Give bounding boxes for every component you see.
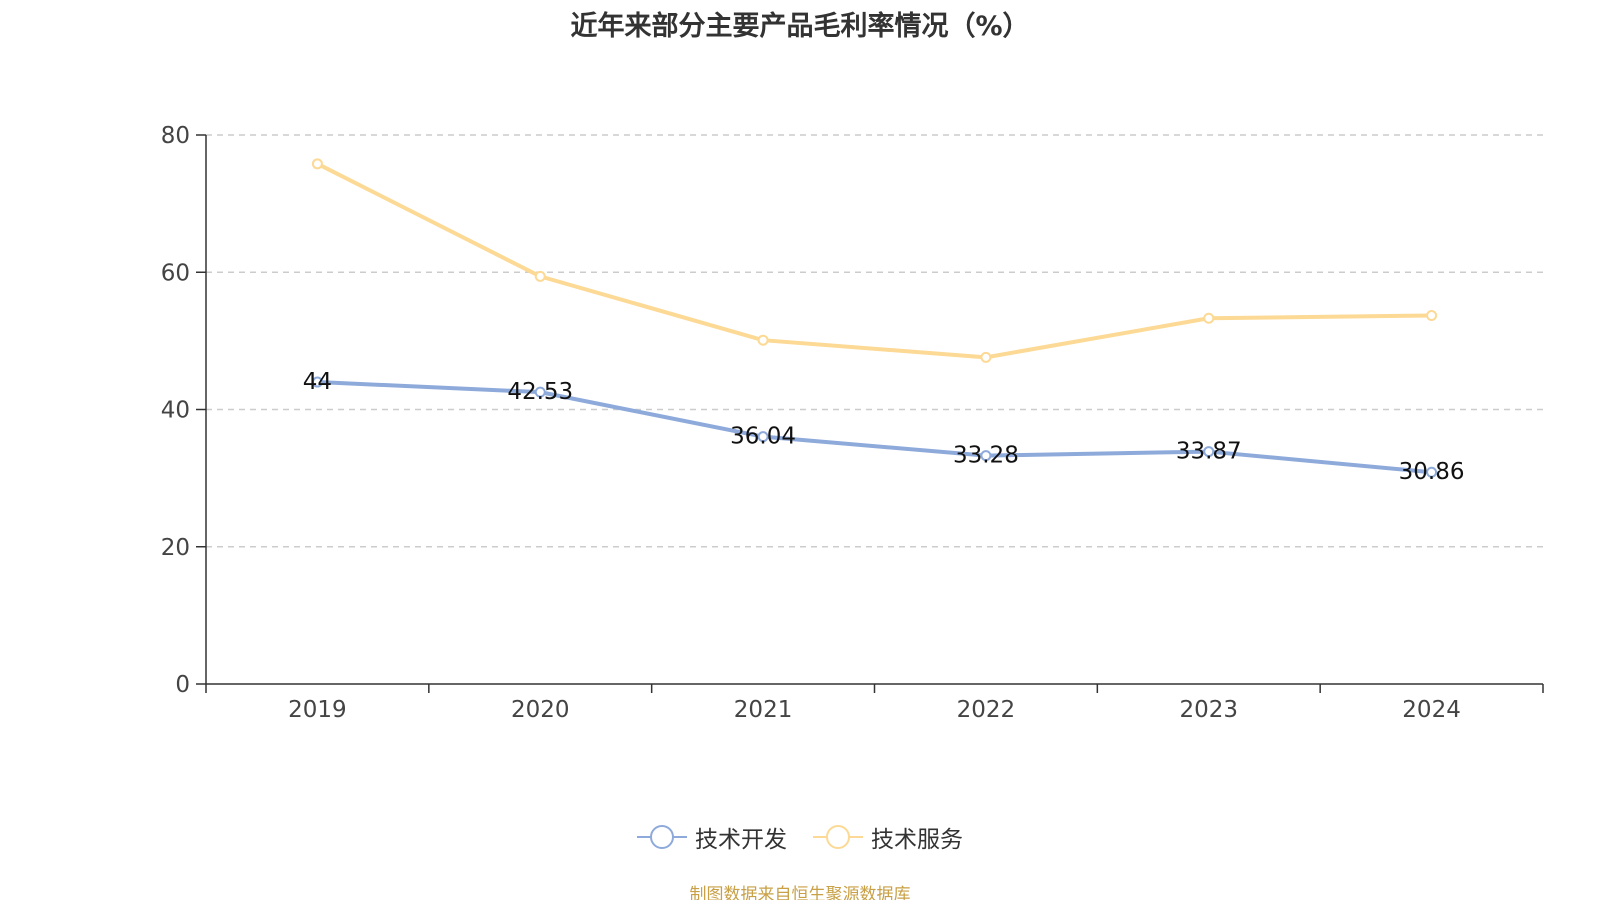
axes: 0 20 40 60 80 2019 2020 2021 2022 2023 2024 — [161, 123, 1544, 723]
x-tick-label: 2020 — [511, 697, 570, 723]
y-tick-label: 80 — [161, 123, 190, 149]
data-point — [1203, 446, 1215, 458]
data-point — [980, 450, 992, 462]
data-point — [1203, 312, 1215, 324]
y-tick-label: 40 — [161, 398, 190, 424]
data-label: 44 — [303, 369, 332, 395]
y-tick-label: 20 — [161, 535, 190, 561]
data-point — [311, 158, 323, 170]
y-tick-label: 0 — [175, 672, 190, 698]
data-label: 36.04 — [730, 424, 796, 450]
data-point — [1426, 466, 1438, 478]
data-point — [757, 431, 769, 443]
legend-line-circle-icon — [637, 825, 687, 849]
x-tick-label: 2021 — [734, 697, 793, 723]
legend-label: 技术服务 — [871, 827, 963, 853]
data-point — [980, 351, 992, 363]
legend-item-series-2[interactable]: 技术服务 — [813, 820, 963, 854]
series-line-2 — [315, 161, 1434, 360]
data-label: 33.87 — [1176, 439, 1242, 465]
data-labels: 44 42.53 36.04 33.28 33.87 30.86 — [303, 369, 1465, 485]
legend-label: 技术开发 — [695, 827, 787, 853]
data-point — [1426, 309, 1438, 321]
legend: 技术开发 技术服务 — [0, 820, 1600, 854]
data-label: 42.53 — [507, 379, 573, 405]
series-line-1 — [315, 380, 1434, 475]
data-label: 33.28 — [953, 443, 1019, 469]
y-tick-label: 60 — [161, 260, 190, 286]
chart-title: 近年来部分主要产品毛利率情况（%） — [570, 11, 1030, 42]
series-lines — [311, 158, 1438, 478]
data-point — [311, 376, 323, 388]
data-point — [534, 386, 546, 398]
legend-line-circle-icon — [813, 825, 863, 849]
x-tick-label: 2024 — [1402, 697, 1461, 723]
data-point — [534, 270, 546, 282]
x-tick-label: 2023 — [1179, 697, 1238, 723]
legend-item-series-1[interactable]: 技术开发 — [637, 820, 787, 854]
grid-lines — [206, 134, 1543, 548]
x-tick-label: 2022 — [957, 697, 1016, 723]
data-label: 30.86 — [1399, 459, 1465, 485]
x-tick-label: 2019 — [288, 697, 347, 723]
data-point — [757, 334, 769, 346]
source-note: 制图数据来自恒生聚源数据库 — [689, 885, 911, 900]
